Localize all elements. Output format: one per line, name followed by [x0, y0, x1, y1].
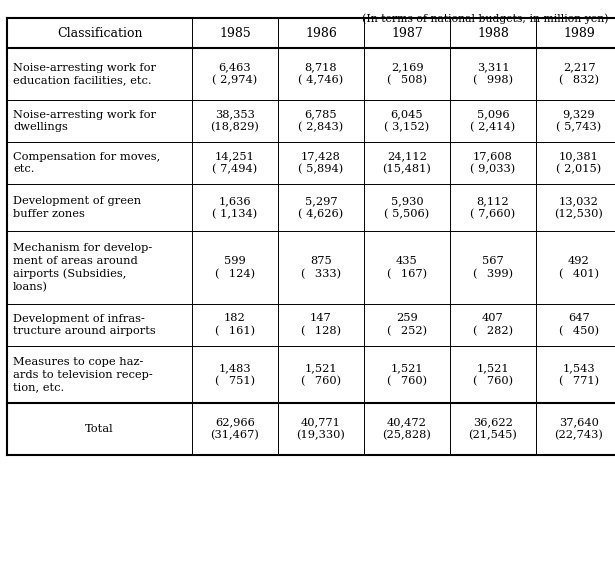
Text: Development of infras-
tructure around airports: Development of infras- tructure around a…	[13, 314, 156, 336]
Text: 1988: 1988	[477, 27, 509, 39]
Text: 1987: 1987	[391, 27, 423, 39]
Text: Classification: Classification	[57, 27, 142, 39]
Text: 3,311
(  998): 3,311 ( 998)	[473, 63, 513, 85]
Text: 875
(  333): 875 ( 333)	[301, 256, 341, 279]
Text: 40,771
(19,330): 40,771 (19,330)	[296, 418, 346, 440]
Text: 14,251
( 7,494): 14,251 ( 7,494)	[212, 151, 258, 175]
Text: 2,217
(  832): 2,217 ( 832)	[559, 63, 599, 85]
Text: 147
(  128): 147 ( 128)	[301, 314, 341, 337]
Text: 1,543
(  771): 1,543 ( 771)	[559, 363, 599, 386]
Text: 8,718
( 4,746): 8,718 ( 4,746)	[298, 63, 344, 85]
Text: 1,521
(  760): 1,521 ( 760)	[387, 363, 427, 386]
Text: 1989: 1989	[563, 27, 595, 39]
Text: 5,096
( 2,414): 5,096 ( 2,414)	[470, 109, 515, 133]
Text: 1,483
(  751): 1,483 ( 751)	[215, 363, 255, 386]
Text: 259
(  252): 259 ( 252)	[387, 314, 427, 337]
Text: Total: Total	[85, 424, 114, 434]
Text: 24,112
(15,481): 24,112 (15,481)	[383, 151, 432, 175]
Text: 5,297
( 4,626): 5,297 ( 4,626)	[298, 196, 344, 219]
Text: 10,381
( 2,015): 10,381 ( 2,015)	[557, 151, 601, 175]
Text: 1985: 1985	[219, 27, 251, 39]
Text: 17,428
( 5,894): 17,428 ( 5,894)	[298, 151, 344, 175]
Text: 567
(  399): 567 ( 399)	[473, 256, 513, 279]
Text: 182
(  161): 182 ( 161)	[215, 314, 255, 337]
Text: Measures to cope haz-
ards to television recep-
tion, etc.: Measures to cope haz- ards to television…	[13, 357, 153, 392]
Text: 6,045
( 3,152): 6,045 ( 3,152)	[384, 109, 430, 133]
Text: 6,785
( 2,843): 6,785 ( 2,843)	[298, 109, 344, 133]
Text: 599
(  124): 599 ( 124)	[215, 256, 255, 279]
Text: 37,640
(22,743): 37,640 (22,743)	[555, 418, 603, 440]
Text: 1986: 1986	[305, 27, 337, 39]
Text: Noise-arresting work for
dwellings: Noise-arresting work for dwellings	[13, 110, 156, 133]
Text: 435
(  167): 435 ( 167)	[387, 256, 427, 279]
Text: 1,521
(  760): 1,521 ( 760)	[473, 363, 513, 386]
Text: Compensation for moves,
etc.: Compensation for moves, etc.	[13, 151, 161, 175]
Text: 6,463
( 2,974): 6,463 ( 2,974)	[212, 63, 258, 85]
Text: 9,329
( 5,743): 9,329 ( 5,743)	[557, 109, 601, 133]
Text: 492
(  401): 492 ( 401)	[559, 256, 599, 279]
Text: 36,622
(21,545): 36,622 (21,545)	[469, 418, 517, 440]
Text: 62,966
(31,467): 62,966 (31,467)	[210, 418, 260, 440]
Text: 1,521
(  760): 1,521 ( 760)	[301, 363, 341, 386]
Text: 13,032
(12,530): 13,032 (12,530)	[555, 196, 603, 219]
Text: Noise-arresting work for
education facilities, etc.: Noise-arresting work for education facil…	[13, 63, 156, 85]
Text: 407
(  282): 407 ( 282)	[473, 314, 513, 337]
Text: Development of green
buffer zones: Development of green buffer zones	[13, 196, 141, 219]
Text: 38,353
(18,829): 38,353 (18,829)	[210, 109, 260, 133]
Text: 5,930
( 5,506): 5,930 ( 5,506)	[384, 196, 430, 219]
Text: 1,636
( 1,134): 1,636 ( 1,134)	[212, 196, 258, 219]
Text: 17,608
( 9,033): 17,608 ( 9,033)	[470, 151, 515, 175]
Text: Mechanism for develop-
ment of areas around
airports (Subsidies,
loans): Mechanism for develop- ment of areas aro…	[13, 243, 153, 292]
Text: 2,169
(  508): 2,169 ( 508)	[387, 63, 427, 85]
Text: 8,112
( 7,660): 8,112 ( 7,660)	[470, 196, 515, 219]
Text: (In terms of national budgets; in million yen): (In terms of national budgets; in millio…	[362, 13, 608, 23]
Text: 647
(  450): 647 ( 450)	[559, 314, 599, 337]
Text: 40,472
(25,828): 40,472 (25,828)	[383, 418, 432, 440]
